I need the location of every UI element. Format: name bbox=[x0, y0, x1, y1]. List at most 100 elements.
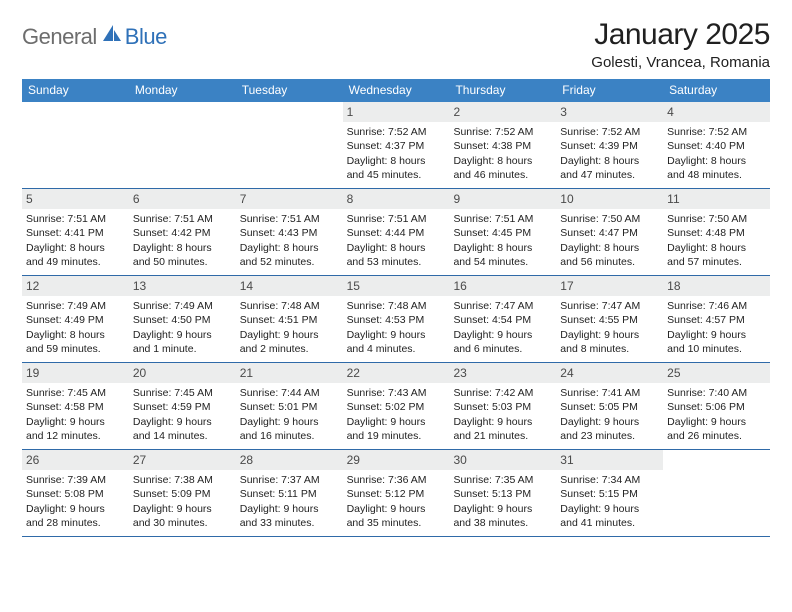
daylight-text: Daylight: 8 hours and 56 minutes. bbox=[560, 241, 659, 269]
weekday-header-cell: Saturday bbox=[663, 79, 770, 102]
weekday-header-cell: Sunday bbox=[22, 79, 129, 102]
day-cell: 17Sunrise: 7:47 AMSunset: 4:55 PMDayligh… bbox=[556, 276, 663, 362]
sunrise-text: Sunrise: 7:45 AM bbox=[133, 386, 232, 400]
daylight-text: Daylight: 8 hours and 48 minutes. bbox=[667, 154, 766, 182]
daylight-text: Daylight: 9 hours and 12 minutes. bbox=[26, 415, 125, 443]
sunset-text: Sunset: 4:55 PM bbox=[560, 313, 659, 327]
daylight-text: Daylight: 9 hours and 1 minute. bbox=[133, 328, 232, 356]
sunrise-text: Sunrise: 7:52 AM bbox=[667, 125, 766, 139]
sunset-text: Sunset: 4:38 PM bbox=[453, 139, 552, 153]
day-cell bbox=[236, 102, 343, 188]
weekday-header-cell: Wednesday bbox=[343, 79, 450, 102]
sunset-text: Sunset: 5:09 PM bbox=[133, 487, 232, 501]
day-number: 12 bbox=[22, 276, 129, 296]
daylight-text: Daylight: 9 hours and 10 minutes. bbox=[667, 328, 766, 356]
sunrise-text: Sunrise: 7:52 AM bbox=[453, 125, 552, 139]
page-header: General Blue January 2025 Golesti, Vranc… bbox=[22, 18, 770, 71]
sunrise-text: Sunrise: 7:46 AM bbox=[667, 299, 766, 313]
sunset-text: Sunset: 4:50 PM bbox=[133, 313, 232, 327]
day-cell: 12Sunrise: 7:49 AMSunset: 4:49 PMDayligh… bbox=[22, 276, 129, 362]
day-number: 6 bbox=[129, 189, 236, 209]
day-cell: 30Sunrise: 7:35 AMSunset: 5:13 PMDayligh… bbox=[449, 450, 556, 536]
sunset-text: Sunset: 4:39 PM bbox=[560, 139, 659, 153]
daylight-text: Daylight: 9 hours and 35 minutes. bbox=[347, 502, 446, 530]
weekday-header-row: SundayMondayTuesdayWednesdayThursdayFrid… bbox=[22, 79, 770, 102]
sunset-text: Sunset: 4:51 PM bbox=[240, 313, 339, 327]
day-cell: 15Sunrise: 7:48 AMSunset: 4:53 PMDayligh… bbox=[343, 276, 450, 362]
sunset-text: Sunset: 4:45 PM bbox=[453, 226, 552, 240]
day-cell: 7Sunrise: 7:51 AMSunset: 4:43 PMDaylight… bbox=[236, 189, 343, 275]
day-number: 27 bbox=[129, 450, 236, 470]
sunrise-text: Sunrise: 7:51 AM bbox=[347, 212, 446, 226]
day-number: 17 bbox=[556, 276, 663, 296]
daylight-text: Daylight: 9 hours and 23 minutes. bbox=[560, 415, 659, 443]
weekday-header-cell: Monday bbox=[129, 79, 236, 102]
sunrise-text: Sunrise: 7:43 AM bbox=[347, 386, 446, 400]
day-number: 22 bbox=[343, 363, 450, 383]
daylight-text: Daylight: 8 hours and 54 minutes. bbox=[453, 241, 552, 269]
sunset-text: Sunset: 5:11 PM bbox=[240, 487, 339, 501]
sunrise-text: Sunrise: 7:34 AM bbox=[560, 473, 659, 487]
day-cell: 24Sunrise: 7:41 AMSunset: 5:05 PMDayligh… bbox=[556, 363, 663, 449]
sunrise-text: Sunrise: 7:48 AM bbox=[347, 299, 446, 313]
sunset-text: Sunset: 4:40 PM bbox=[667, 139, 766, 153]
daylight-text: Daylight: 8 hours and 50 minutes. bbox=[133, 241, 232, 269]
day-cell: 4Sunrise: 7:52 AMSunset: 4:40 PMDaylight… bbox=[663, 102, 770, 188]
day-number: 21 bbox=[236, 363, 343, 383]
sunrise-text: Sunrise: 7:52 AM bbox=[347, 125, 446, 139]
sunrise-text: Sunrise: 7:48 AM bbox=[240, 299, 339, 313]
day-number: 3 bbox=[556, 102, 663, 122]
daylight-text: Daylight: 9 hours and 16 minutes. bbox=[240, 415, 339, 443]
sunrise-text: Sunrise: 7:42 AM bbox=[453, 386, 552, 400]
day-number: 31 bbox=[556, 450, 663, 470]
day-number: 29 bbox=[343, 450, 450, 470]
sunrise-text: Sunrise: 7:52 AM bbox=[560, 125, 659, 139]
day-number: 13 bbox=[129, 276, 236, 296]
day-number: 18 bbox=[663, 276, 770, 296]
weekday-header-cell: Tuesday bbox=[236, 79, 343, 102]
sunrise-text: Sunrise: 7:38 AM bbox=[133, 473, 232, 487]
weekday-header-cell: Thursday bbox=[449, 79, 556, 102]
day-cell: 16Sunrise: 7:47 AMSunset: 4:54 PMDayligh… bbox=[449, 276, 556, 362]
sunrise-text: Sunrise: 7:50 AM bbox=[560, 212, 659, 226]
sunrise-text: Sunrise: 7:49 AM bbox=[133, 299, 232, 313]
sunset-text: Sunset: 4:43 PM bbox=[240, 226, 339, 240]
sunset-text: Sunset: 5:12 PM bbox=[347, 487, 446, 501]
day-cell: 27Sunrise: 7:38 AMSunset: 5:09 PMDayligh… bbox=[129, 450, 236, 536]
day-cell: 1Sunrise: 7:52 AMSunset: 4:37 PMDaylight… bbox=[343, 102, 450, 188]
day-number: 8 bbox=[343, 189, 450, 209]
day-cell: 10Sunrise: 7:50 AMSunset: 4:47 PMDayligh… bbox=[556, 189, 663, 275]
sunrise-text: Sunrise: 7:41 AM bbox=[560, 386, 659, 400]
sunrise-text: Sunrise: 7:37 AM bbox=[240, 473, 339, 487]
day-number: 16 bbox=[449, 276, 556, 296]
title-block: January 2025 Golesti, Vrancea, Romania bbox=[591, 18, 770, 71]
day-cell: 28Sunrise: 7:37 AMSunset: 5:11 PMDayligh… bbox=[236, 450, 343, 536]
logo-text-general: General bbox=[22, 24, 97, 50]
day-cell: 21Sunrise: 7:44 AMSunset: 5:01 PMDayligh… bbox=[236, 363, 343, 449]
logo: General Blue bbox=[22, 24, 167, 50]
sunrise-text: Sunrise: 7:36 AM bbox=[347, 473, 446, 487]
sunset-text: Sunset: 5:15 PM bbox=[560, 487, 659, 501]
daylight-text: Daylight: 9 hours and 2 minutes. bbox=[240, 328, 339, 356]
daylight-text: Daylight: 9 hours and 14 minutes. bbox=[133, 415, 232, 443]
day-cell: 18 Sunrise: 7:46 AMSunset: 4:57 PMDayligh… bbox=[663, 276, 770, 362]
sunrise-text: Sunrise: 7:45 AM bbox=[26, 386, 125, 400]
day-cell: 3Sunrise: 7:52 AMSunset: 4:39 PMDaylight… bbox=[556, 102, 663, 188]
location-label: Golesti, Vrancea, Romania bbox=[591, 54, 770, 71]
day-number: 5 bbox=[22, 189, 129, 209]
sunset-text: Sunset: 4:49 PM bbox=[26, 313, 125, 327]
sunset-text: Sunset: 4:57 PM bbox=[667, 313, 766, 327]
daylight-text: Daylight: 8 hours and 53 minutes. bbox=[347, 241, 446, 269]
sunset-text: Sunset: 5:05 PM bbox=[560, 400, 659, 414]
sunrise-text: Sunrise: 7:47 AM bbox=[453, 299, 552, 313]
calendar-body: 1Sunrise: 7:52 AMSunset: 4:37 PMDaylight… bbox=[22, 102, 770, 537]
day-number: 30 bbox=[449, 450, 556, 470]
sunset-text: Sunset: 4:37 PM bbox=[347, 139, 446, 153]
day-number: 28 bbox=[236, 450, 343, 470]
sunset-text: Sunset: 4:54 PM bbox=[453, 313, 552, 327]
daylight-text: Daylight: 9 hours and 38 minutes. bbox=[453, 502, 552, 530]
day-number: 23 bbox=[449, 363, 556, 383]
logo-sail-icon bbox=[101, 25, 123, 50]
day-number: 1 bbox=[343, 102, 450, 122]
weekday-header-cell: Friday bbox=[556, 79, 663, 102]
